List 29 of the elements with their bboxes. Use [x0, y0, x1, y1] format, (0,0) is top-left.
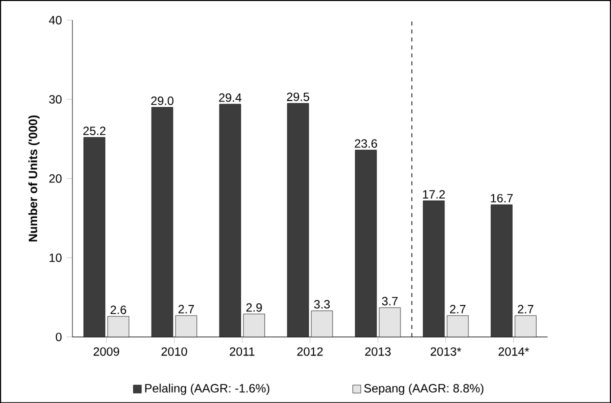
data-label: 2.7: [450, 304, 466, 314]
x-tick-label: 2013*: [430, 347, 462, 356]
data-label: 23.6: [354, 139, 378, 148]
x-tick-label: 2011: [230, 347, 254, 356]
y-axis-title: Number of Units ('000): [28, 115, 40, 242]
data-label: 25.2: [83, 126, 106, 135]
y-tick-label: 40: [48, 16, 62, 24]
data-label: 29.5: [286, 92, 310, 101]
data-label: 29.0: [151, 96, 174, 105]
y-tick-label: 30: [49, 94, 62, 104]
x-tick-label: 2009: [94, 347, 120, 356]
x-tick-label: 2013: [365, 347, 391, 356]
data-label: 2.7: [178, 304, 194, 314]
data-label: 16.7: [490, 194, 513, 202]
x-tick-label: 2010: [162, 347, 188, 356]
y-tick-label: 10: [50, 253, 62, 262]
y-tick-label: 0: [56, 332, 62, 342]
y-tick-label: 20: [49, 174, 62, 183]
data-label: 2.9: [246, 303, 262, 312]
data-label: 2.6: [110, 305, 126, 314]
data-label: 2.7: [518, 304, 534, 314]
data-label: 3.7: [382, 296, 398, 306]
data-label: 29.4: [219, 93, 242, 102]
x-tick-label: 2012: [297, 347, 323, 356]
data-label: 3.3: [314, 300, 330, 308]
data-label: 17.2: [423, 190, 445, 198]
legend-label: Pelaling (AAGR: -1.6%): [145, 384, 270, 395]
x-tick-label: 2014*: [498, 347, 530, 356]
legend-label: Sepang (AAGR: 8.8%): [364, 384, 484, 395]
